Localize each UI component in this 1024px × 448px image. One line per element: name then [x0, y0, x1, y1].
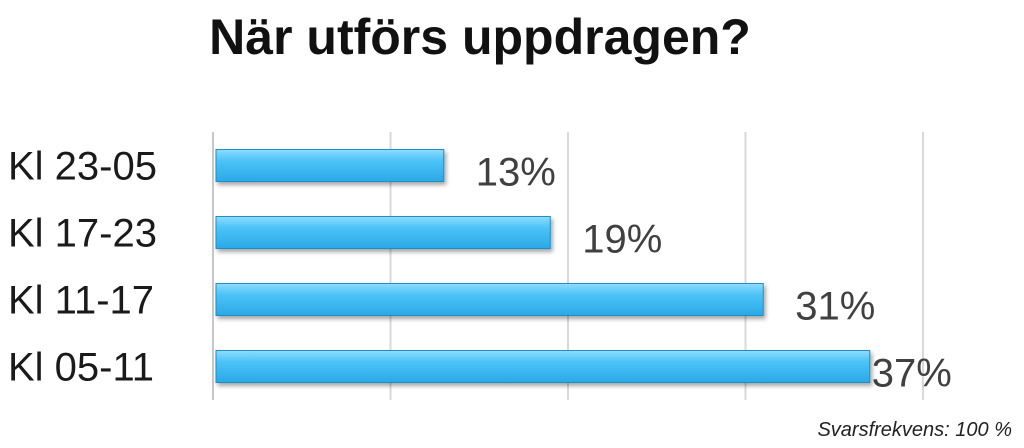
response-rate-note: Svarsfrekvens: 100 % [817, 419, 1012, 441]
chart-title: När utförs uppdragen? [209, 9, 751, 65]
bar [215, 149, 445, 182]
category-label: Kl 23-05 [8, 145, 157, 189]
value-label: 13% [476, 151, 556, 195]
category-label: Kl 11-17 [8, 279, 154, 323]
value-label: 19% [582, 218, 662, 262]
bar [215, 216, 551, 249]
value-labels: 13% 19% 31% 37% [476, 151, 952, 396]
category-label: Kl 05-11 [8, 346, 154, 390]
category-label: Kl 17-23 [8, 212, 157, 256]
bars [215, 149, 871, 383]
category-labels: Kl 23-05 Kl 17-23 Kl 11-17 Kl 05-11 [8, 145, 157, 390]
value-label: 31% [795, 285, 875, 329]
bar [215, 283, 764, 316]
bar [215, 350, 871, 383]
value-label: 37% [872, 352, 952, 396]
